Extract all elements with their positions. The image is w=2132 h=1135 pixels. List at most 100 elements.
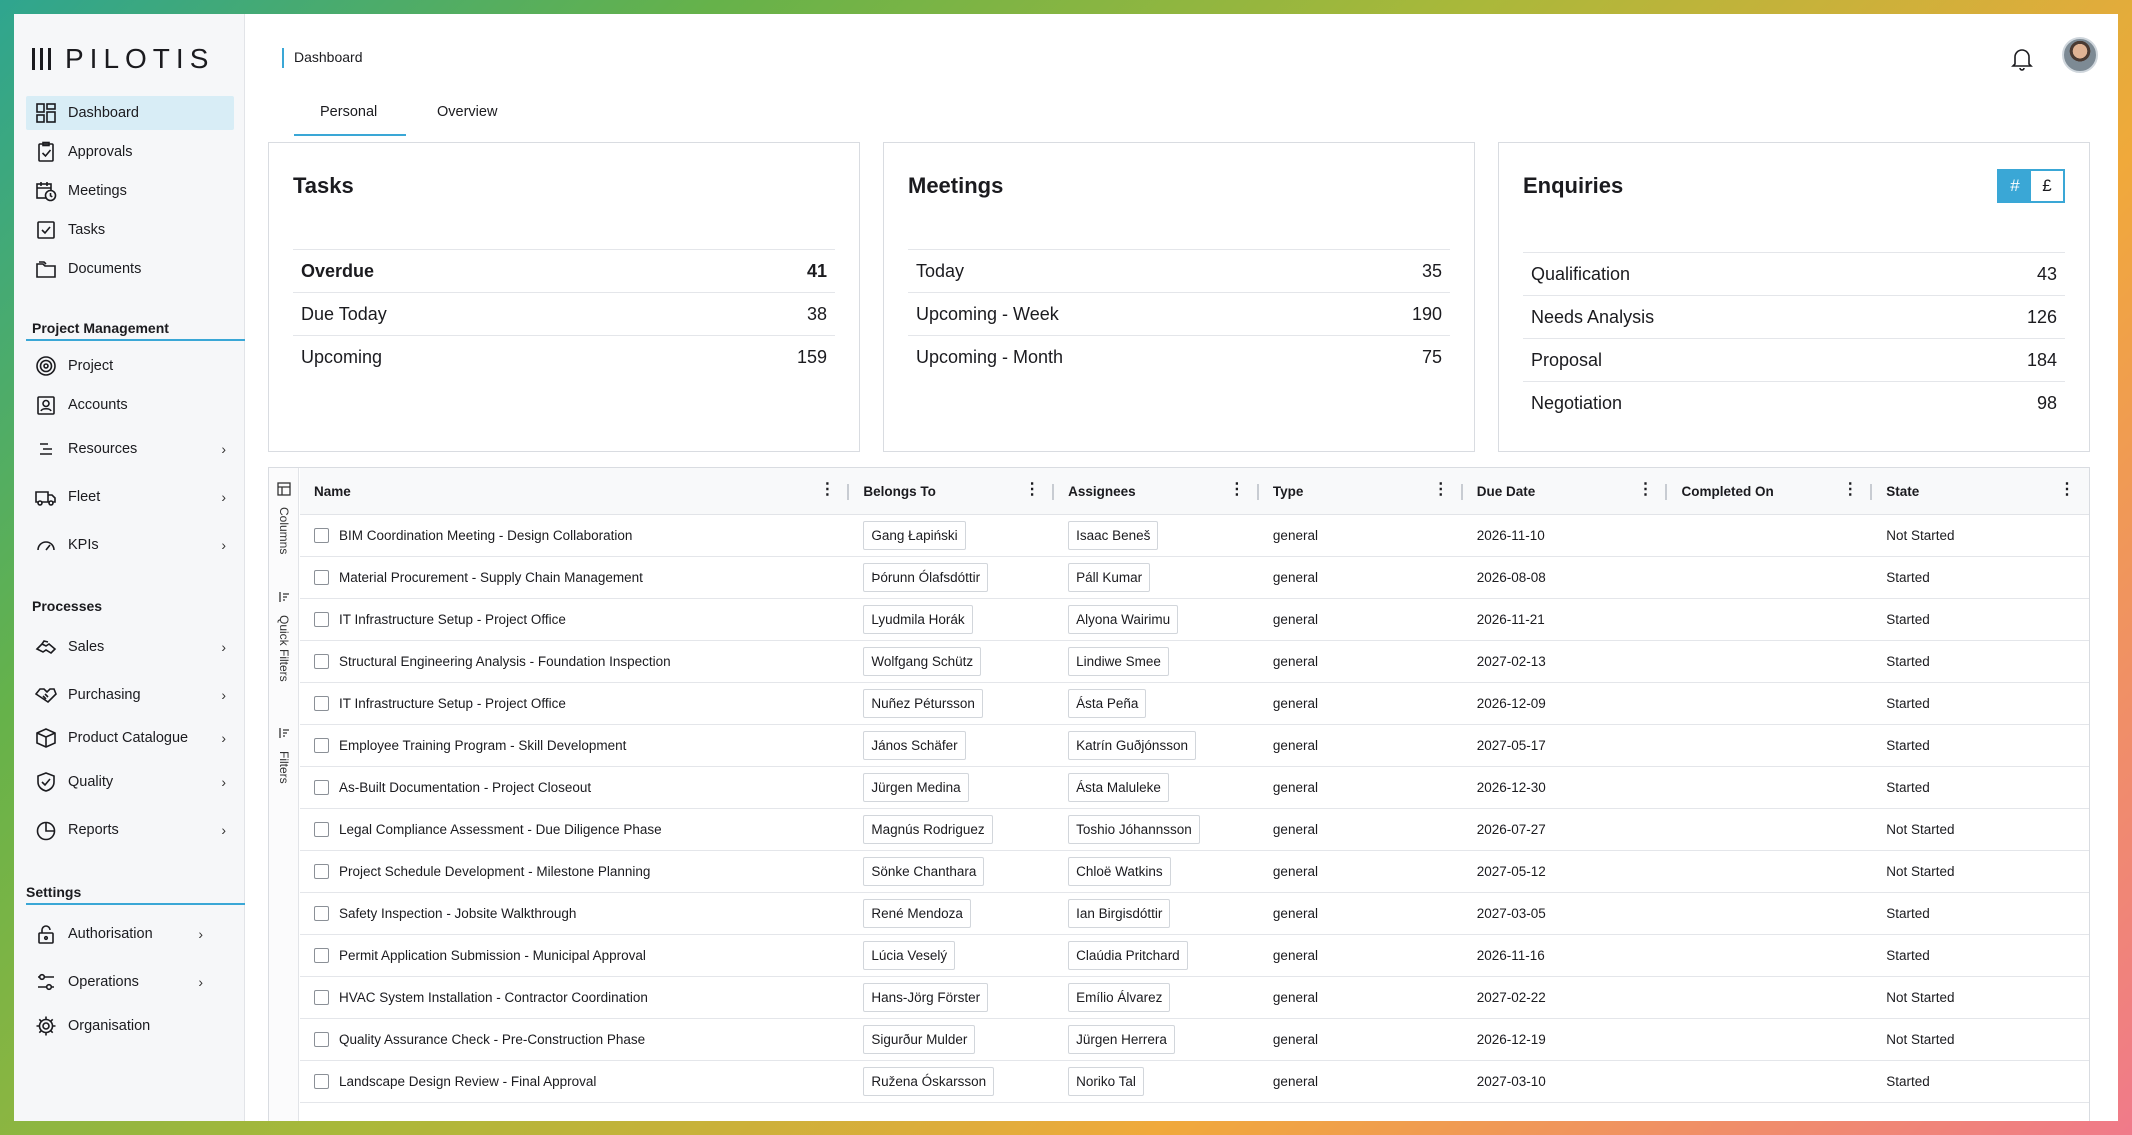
- sidebar-item-sales[interactable]: Sales ›: [26, 630, 234, 664]
- table-row[interactable]: Permit Application Submission - Municipa…: [300, 935, 2089, 977]
- task-name[interactable]: Quality Assurance Check - Pre-Constructi…: [339, 1032, 646, 1047]
- column-resize-handle[interactable]: [1460, 484, 1463, 500]
- table-row[interactable]: Quality Assurance Check - Pre-Constructi…: [300, 1019, 2089, 1061]
- card-row-upcoming-month[interactable]: Upcoming - Month 75: [908, 335, 1450, 378]
- table-row[interactable]: IT Infrastructure Setup - Project Office…: [300, 683, 2089, 725]
- column-resize-handle[interactable]: [847, 484, 850, 500]
- person-chip[interactable]: Jürgen Medina: [863, 773, 969, 802]
- row-checkbox[interactable]: [314, 738, 329, 753]
- person-chip[interactable]: Lindiwe Smee: [1068, 647, 1169, 676]
- task-name[interactable]: Structural Engineering Analysis - Founda…: [339, 654, 671, 669]
- row-checkbox[interactable]: [314, 948, 329, 963]
- column-header-state[interactable]: State ⋮: [1872, 468, 2089, 514]
- task-name[interactable]: Project Schedule Development - Milestone…: [339, 864, 651, 879]
- table-row[interactable]: Landscape Design Review - Final Approval…: [300, 1061, 2089, 1103]
- quick-filters-panel-toggle[interactable]: Quick Filters: [277, 590, 291, 682]
- table-row[interactable]: Legal Compliance Assessment - Due Dilige…: [300, 809, 2089, 851]
- task-name[interactable]: IT Infrastructure Setup - Project Office: [339, 612, 566, 627]
- bell-icon[interactable]: [2010, 46, 2034, 72]
- row-checkbox[interactable]: [314, 570, 329, 585]
- task-name[interactable]: HVAC System Installation - Contractor Co…: [339, 990, 648, 1005]
- person-chip[interactable]: Lyudmila Horák: [863, 605, 973, 634]
- row-checkbox[interactable]: [314, 780, 329, 795]
- card-row-qualification[interactable]: Qualification 43: [1523, 252, 2065, 295]
- table-row[interactable]: Structural Engineering Analysis - Founda…: [300, 641, 2089, 683]
- card-row-today[interactable]: Today 35: [908, 249, 1450, 292]
- card-row-proposal[interactable]: Proposal 184: [1523, 338, 2065, 381]
- person-chip[interactable]: Katrín Guðjónsson: [1068, 731, 1196, 760]
- tab-personal[interactable]: Personal: [320, 104, 378, 120]
- column-header-belongs-to[interactable]: Belongs To ⋮: [849, 468, 1055, 514]
- filters-panel-toggle[interactable]: Filters: [277, 726, 291, 784]
- column-header-name[interactable]: Name ⋮: [300, 468, 850, 514]
- sidebar-item-resources[interactable]: Resources ›: [26, 432, 234, 466]
- person-chip[interactable]: Chloë Watkins: [1068, 857, 1171, 886]
- person-chip[interactable]: Toshio Jóhannsson: [1068, 815, 1200, 844]
- task-name[interactable]: IT Infrastructure Setup - Project Office: [339, 696, 566, 711]
- sidebar-item-purchasing[interactable]: Purchasing ›: [26, 678, 234, 712]
- person-chip[interactable]: Jürgen Herrera: [1068, 1025, 1175, 1054]
- sidebar-item-project[interactable]: Project: [26, 349, 234, 383]
- sidebar-item-approvals[interactable]: Approvals: [26, 135, 234, 169]
- row-checkbox[interactable]: [314, 528, 329, 543]
- column-resize-handle[interactable]: [1665, 484, 1668, 500]
- app-logo[interactable]: PILOTIS: [32, 43, 214, 74]
- row-checkbox[interactable]: [314, 906, 329, 921]
- person-chip[interactable]: Claúdia Pritchard: [1068, 941, 1188, 970]
- columns-panel-toggle[interactable]: Columns: [277, 482, 291, 554]
- task-name[interactable]: Safety Inspection - Jobsite Walkthrough: [339, 906, 577, 921]
- more-vertical-icon[interactable]: ⋮: [1228, 481, 1245, 498]
- sidebar-item-operations[interactable]: Operations ›: [26, 965, 211, 999]
- person-chip[interactable]: René Mendoza: [863, 899, 971, 928]
- card-row-due-today[interactable]: Due Today 38: [293, 292, 835, 335]
- task-name[interactable]: BIM Coordination Meeting - Design Collab…: [339, 528, 633, 543]
- person-chip[interactable]: Wolfgang Schütz: [863, 647, 982, 676]
- sidebar-item-authorisation[interactable]: Authorisation ›: [26, 917, 211, 951]
- task-name[interactable]: Permit Application Submission - Municipa…: [339, 948, 646, 963]
- column-header-assignees[interactable]: Assignees ⋮: [1054, 468, 1259, 514]
- avatar[interactable]: [2062, 37, 2098, 73]
- column-resize-handle[interactable]: [1870, 484, 1873, 500]
- row-checkbox[interactable]: [314, 696, 329, 711]
- row-checkbox[interactable]: [314, 654, 329, 669]
- table-row[interactable]: As-Built Documentation - Project Closeou…: [300, 767, 2089, 809]
- person-chip[interactable]: János Schäfer: [863, 731, 966, 760]
- person-chip[interactable]: Þórunn Ólafsdóttir: [863, 563, 989, 592]
- task-name[interactable]: Material Procurement - Supply Chain Mana…: [339, 570, 643, 585]
- column-header-due-date[interactable]: Due Date ⋮: [1463, 468, 1668, 514]
- more-vertical-icon[interactable]: ⋮: [1637, 481, 1654, 498]
- currency-toggle-button[interactable]: £: [2031, 171, 2063, 201]
- person-chip[interactable]: Gang Łapiński: [863, 521, 966, 550]
- task-name[interactable]: As-Built Documentation - Project Closeou…: [339, 780, 592, 795]
- table-row[interactable]: Employee Training Program - Skill Develo…: [300, 725, 2089, 767]
- card-row-overdue[interactable]: Overdue 41: [293, 249, 835, 292]
- sidebar-item-dashboard[interactable]: Dashboard: [26, 96, 234, 130]
- more-vertical-icon[interactable]: ⋮: [819, 481, 836, 498]
- table-row[interactable]: BIM Coordination Meeting - Design Collab…: [300, 515, 2089, 557]
- sidebar-item-organisation[interactable]: Organisation: [26, 1009, 234, 1043]
- person-chip[interactable]: Ásta Peña: [1068, 689, 1147, 718]
- row-checkbox[interactable]: [314, 1074, 329, 1089]
- person-chip[interactable]: Nuñez Pétursson: [863, 689, 983, 718]
- table-row[interactable]: HVAC System Installation - Contractor Co…: [300, 977, 2089, 1019]
- column-header-completed-on[interactable]: Completed On ⋮: [1667, 468, 1873, 514]
- card-row-needs-analysis[interactable]: Needs Analysis 126: [1523, 295, 2065, 338]
- person-chip[interactable]: Ásta Maluleke: [1068, 773, 1169, 802]
- column-resize-handle[interactable]: [1256, 484, 1259, 500]
- column-resize-handle[interactable]: [1052, 484, 1055, 500]
- task-name[interactable]: Employee Training Program - Skill Develo…: [339, 738, 627, 753]
- person-chip[interactable]: Páll Kumar: [1068, 563, 1151, 592]
- card-row-upcoming-week[interactable]: Upcoming - Week 190: [908, 292, 1450, 335]
- person-chip[interactable]: Hans-Jörg Förster: [863, 983, 989, 1012]
- row-checkbox[interactable]: [314, 1032, 329, 1047]
- person-chip[interactable]: Sönke Chanthara: [863, 857, 985, 886]
- table-row[interactable]: Material Procurement - Supply Chain Mana…: [300, 557, 2089, 599]
- person-chip[interactable]: Isaac Beneš: [1068, 521, 1159, 550]
- person-chip[interactable]: Ružena Óskarsson: [863, 1067, 995, 1096]
- count-toggle-button[interactable]: #: [1999, 171, 2031, 201]
- sidebar-item-meetings[interactable]: Meetings: [26, 174, 234, 208]
- person-chip[interactable]: Sigurður Mulder: [863, 1025, 976, 1054]
- more-vertical-icon[interactable]: ⋮: [1024, 481, 1041, 498]
- row-checkbox[interactable]: [314, 990, 329, 1005]
- task-name[interactable]: Landscape Design Review - Final Approval: [339, 1074, 597, 1089]
